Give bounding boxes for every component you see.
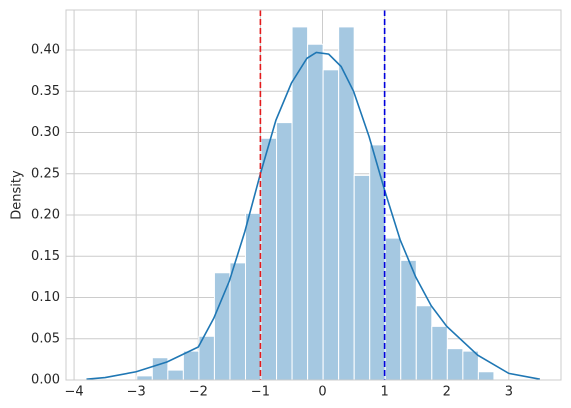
y-tick-label: 0.05 xyxy=(31,331,60,346)
bar xyxy=(167,369,184,381)
y-tick-label: 0.10 xyxy=(31,290,60,305)
x-tick-label: 2 xyxy=(443,385,451,400)
bar xyxy=(415,305,433,381)
y-tick-label: 0.15 xyxy=(31,249,60,264)
bar xyxy=(477,371,495,381)
x-tick-label: −2 xyxy=(189,385,208,400)
y-tick-label: 0.35 xyxy=(31,84,60,99)
bar xyxy=(338,26,355,381)
plot-frame xyxy=(65,9,562,381)
y-tick-label: 0.20 xyxy=(31,208,60,223)
bar xyxy=(151,357,169,381)
x-tick-label: −3 xyxy=(127,385,146,400)
bar xyxy=(353,174,371,381)
bar xyxy=(431,325,448,381)
bar xyxy=(213,272,231,381)
bar xyxy=(136,375,153,381)
y-tick-label: 0.40 xyxy=(31,43,60,58)
x-tick-label: 1 xyxy=(380,385,388,400)
y-axis-label: Density xyxy=(10,170,25,220)
y-tick-label: 0.00 xyxy=(31,373,60,388)
x-tick-label: 0 xyxy=(318,385,326,400)
x-tick-label: −1 xyxy=(251,385,270,400)
bar xyxy=(446,348,464,381)
x-tick-label: 3 xyxy=(505,385,513,400)
bar xyxy=(400,259,417,381)
bar xyxy=(369,144,386,381)
bar xyxy=(244,212,262,381)
bar xyxy=(307,43,324,381)
bar xyxy=(229,262,246,381)
x-tick-label: −4 xyxy=(64,385,83,400)
bar xyxy=(462,350,479,381)
bar xyxy=(182,350,200,381)
bar xyxy=(291,26,309,381)
bar xyxy=(322,69,340,381)
y-tick-label: 0.25 xyxy=(31,166,60,181)
y-tick-label: 0.30 xyxy=(31,125,60,140)
bar xyxy=(276,122,293,381)
bar xyxy=(384,237,402,381)
kde-line xyxy=(86,51,541,380)
bar xyxy=(260,137,278,381)
